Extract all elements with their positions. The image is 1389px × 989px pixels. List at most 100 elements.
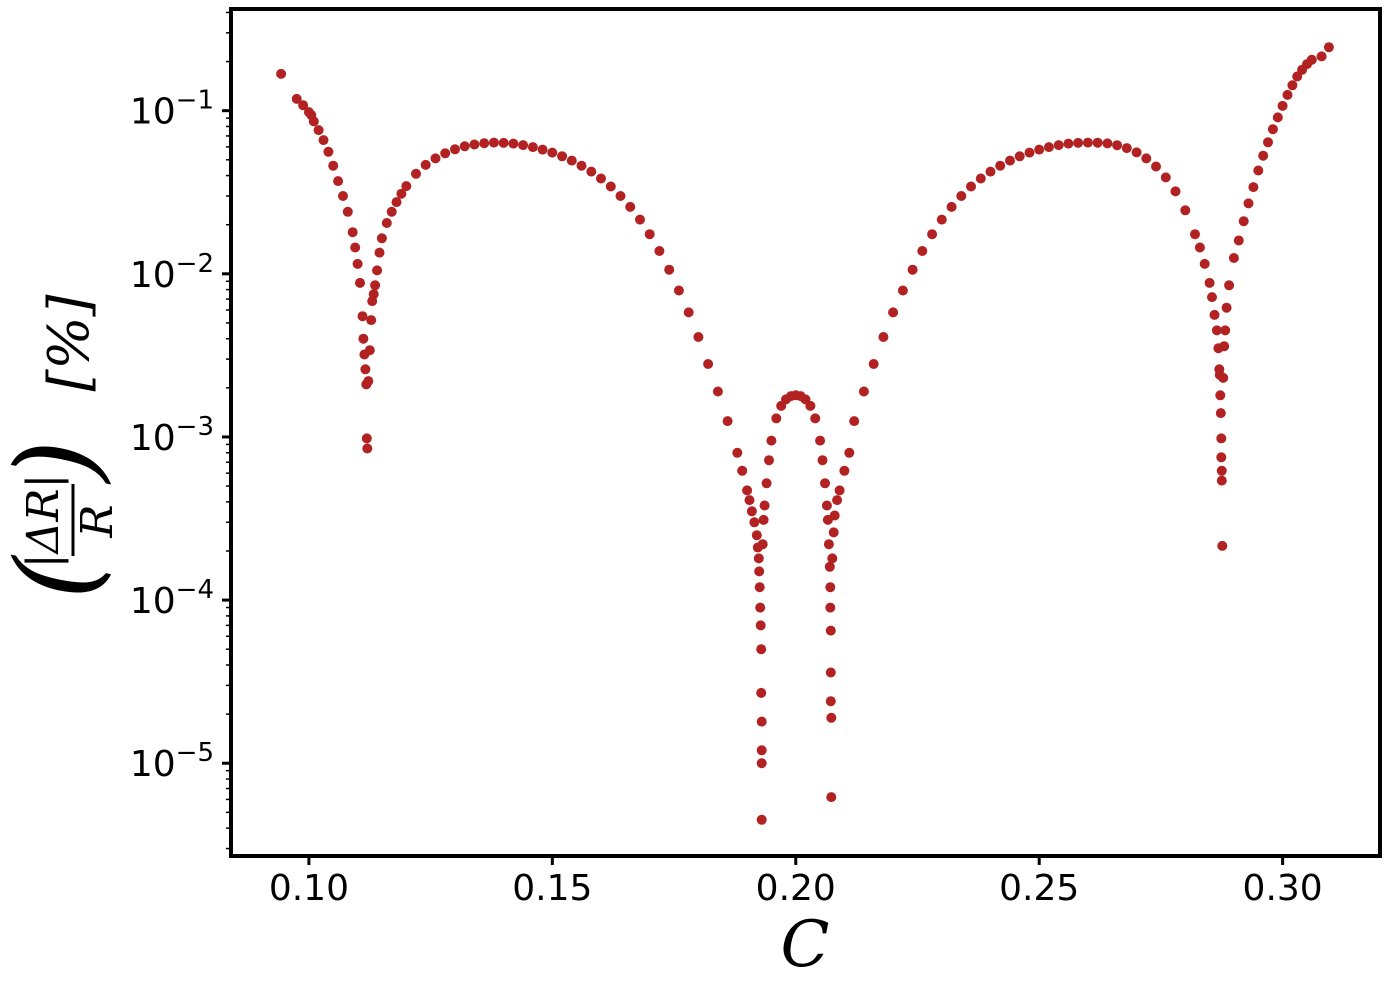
data-point — [323, 146, 334, 157]
data-point — [488, 137, 499, 148]
data-point — [625, 201, 636, 212]
data-point — [907, 264, 918, 275]
data-point — [370, 280, 381, 291]
x-axis-label: C — [781, 908, 830, 982]
data-point — [1243, 198, 1254, 209]
data-point — [1263, 137, 1273, 148]
data-point — [1258, 150, 1269, 161]
data-point — [1216, 452, 1227, 463]
svg-text:): ) — [0, 440, 120, 485]
data-point — [360, 364, 371, 375]
x-tick-label: 0.15 — [512, 868, 592, 909]
data-point — [754, 566, 765, 577]
data-point — [361, 433, 372, 444]
data-point — [756, 745, 767, 756]
data-point — [276, 68, 287, 79]
data-point — [1219, 341, 1230, 352]
data-point — [313, 125, 324, 136]
data-point — [844, 447, 855, 458]
x-tick-label: 0.10 — [269, 868, 349, 909]
data-point — [518, 140, 529, 151]
data-point — [805, 400, 816, 411]
scatter-points — [276, 42, 1334, 825]
data-point — [557, 151, 568, 162]
data-point — [759, 500, 770, 511]
data-point — [1216, 465, 1227, 476]
data-point — [1207, 292, 1217, 303]
data-point — [635, 214, 645, 225]
data-point — [839, 465, 850, 476]
data-point — [298, 100, 309, 111]
data-point — [576, 160, 587, 171]
data-point — [753, 553, 764, 564]
x-tick-label: 0.25 — [999, 868, 1079, 909]
data-point — [1112, 140, 1123, 151]
data-point — [820, 478, 830, 489]
data-point — [1082, 137, 1093, 148]
data-point — [605, 181, 616, 192]
data-point — [1034, 144, 1045, 155]
data-point — [386, 206, 397, 217]
data-point — [1267, 124, 1278, 135]
data-point — [566, 155, 577, 166]
data-point — [291, 93, 302, 104]
data-point — [761, 478, 772, 489]
y-axis-label: ( |ΔR| R ) [%] — [0, 294, 123, 599]
data-point — [1211, 325, 1222, 336]
y-axis-label-numerator: |ΔR| — [18, 474, 69, 569]
data-point — [1024, 147, 1035, 158]
data-point — [828, 527, 839, 538]
data-point — [766, 435, 777, 446]
data-point — [826, 792, 837, 803]
data-point — [817, 455, 828, 466]
data-point — [459, 141, 470, 152]
data-point — [966, 181, 976, 192]
data-point — [1277, 100, 1288, 111]
data-point — [1238, 216, 1249, 227]
data-point — [744, 495, 755, 506]
data-point — [825, 602, 836, 613]
data-point — [368, 289, 379, 300]
data-point — [703, 359, 714, 369]
data-point — [757, 539, 768, 550]
data-point — [479, 138, 490, 149]
data-point — [878, 332, 889, 342]
data-point — [751, 530, 762, 541]
data-point — [754, 582, 765, 593]
data-point — [824, 561, 835, 572]
y-tick-label: 10−5 — [130, 738, 214, 785]
data-point — [1316, 51, 1327, 62]
data-point — [975, 173, 986, 184]
data-point — [308, 116, 319, 127]
data-point — [1209, 309, 1220, 320]
data-point — [810, 413, 821, 424]
data-point — [355, 277, 365, 288]
data-point — [350, 242, 361, 253]
data-point — [328, 160, 339, 171]
data-point — [834, 485, 845, 496]
data-point — [1014, 151, 1025, 162]
data-point — [362, 443, 373, 454]
data-point — [756, 814, 767, 825]
data-point — [1220, 325, 1231, 336]
data-point — [366, 315, 377, 326]
data-point — [764, 455, 774, 466]
data-point — [1248, 182, 1259, 193]
data-point — [756, 644, 767, 655]
y-axis-label-denominator: R — [72, 504, 123, 538]
data-point — [1215, 390, 1226, 401]
data-point — [825, 667, 836, 678]
data-point — [333, 176, 344, 187]
data-point — [1043, 142, 1054, 153]
y-axis-label-unit: [%] — [37, 294, 102, 391]
data-point — [440, 148, 451, 159]
data-point — [742, 485, 753, 496]
data-point — [897, 285, 908, 296]
data-point — [547, 147, 558, 158]
data-point — [868, 359, 879, 369]
data-point — [358, 333, 369, 344]
data-point — [917, 246, 928, 256]
data-point — [673, 285, 684, 296]
data-point — [537, 144, 548, 155]
data-point — [927, 229, 938, 240]
